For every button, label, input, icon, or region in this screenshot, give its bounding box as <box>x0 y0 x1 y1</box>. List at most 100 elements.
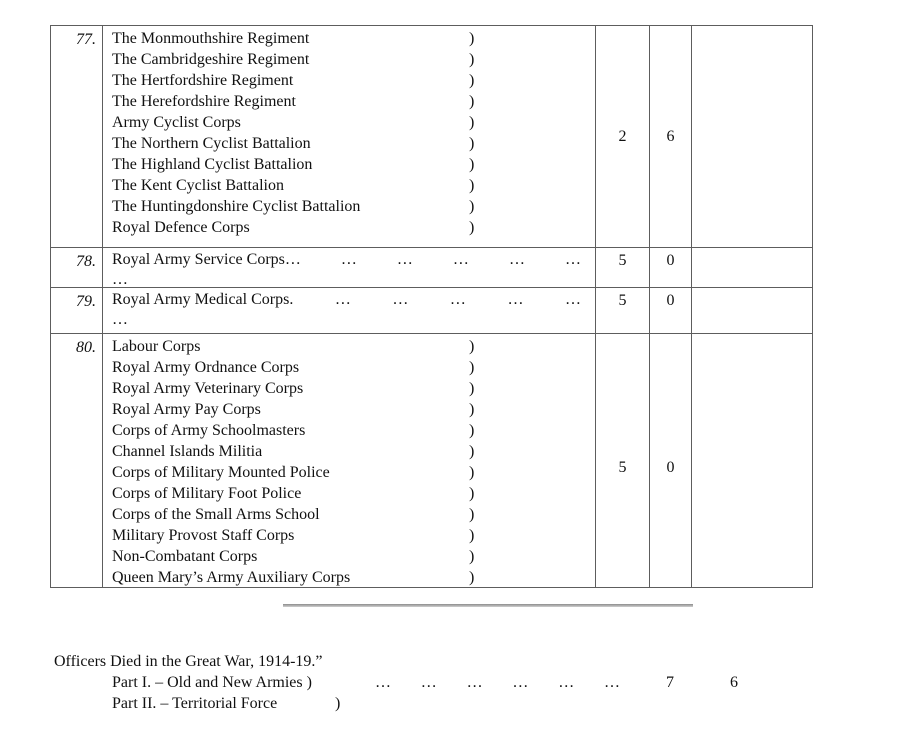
unit-name: Royal Army Service Corps… <box>112 251 301 268</box>
unit-line: Queen Mary’s Army Auxiliary Corps) <box>112 567 587 587</box>
group-brace: ) <box>469 422 475 439</box>
section-divider <box>283 604 693 607</box>
leader-dots: … <box>466 674 483 691</box>
shillings-cell: 2 <box>596 26 650 248</box>
group-brace: ) <box>469 177 475 194</box>
notes-cell <box>692 334 812 587</box>
unit-line: The Monmouthshire Regiment) <box>112 28 587 49</box>
group-brace: ) <box>469 93 475 110</box>
part1-pence: 6 <box>730 674 738 691</box>
unit-name: Military Provost Staff Corps <box>112 527 295 544</box>
group-brace: ) <box>469 569 475 586</box>
group-brace: ) <box>469 30 475 47</box>
unit-line: Royal Army Veterinary Corps) <box>112 378 587 399</box>
shillings-cell: 5 <box>596 288 650 334</box>
price-table: 77. The Monmouthshire Regiment) The Camb… <box>50 25 813 588</box>
unit-name: Royal Defence Corps <box>112 219 250 236</box>
footer-part1-line: Part I. – Old and New Armies ) … … … … …… <box>0 672 900 693</box>
pence-cell: 0 <box>650 248 692 288</box>
unit-name: Channel Islands Militia <box>112 443 263 460</box>
shillings-cell: 5 <box>596 334 650 587</box>
footer-title: Officers Died in the Great War, 1914-19.… <box>54 653 323 670</box>
group-brace: ) <box>469 114 475 131</box>
unit-line: Corps of Military Mounted Police) <box>112 462 587 483</box>
leader-dots: … <box>340 251 357 268</box>
pence-cell: 0 <box>650 334 692 587</box>
part1-shillings: 7 <box>666 674 674 691</box>
unit-name: The Monmouthshire Regiment <box>112 30 310 47</box>
group-brace: ) <box>469 548 475 565</box>
unit-name: Corps of Army Schoolmasters <box>112 422 306 439</box>
unit-list-cell: Royal Army Service Corps… … … … … … … <box>103 248 596 288</box>
group-brace: ) <box>469 443 475 460</box>
footer-part2-line: Part II. – Territorial Force ) <box>0 693 900 714</box>
leader-dots: … <box>392 291 409 308</box>
unit-name: Non-Combatant Corps <box>112 548 258 565</box>
leader-dots: … <box>564 251 581 268</box>
unit-name: Queen Mary’s Army Auxiliary Corps <box>112 569 351 586</box>
unit-line: Military Provost Staff Corps) <box>112 525 587 546</box>
part1-label: Part I. – Old and New Armies ) <box>112 674 312 691</box>
leader-dots: … <box>452 251 469 268</box>
unit-name: Royal Army Medical Corps. <box>112 291 294 308</box>
part2-group-brace: ) <box>335 695 341 712</box>
notes-cell <box>692 288 812 334</box>
group-brace: ) <box>469 527 475 544</box>
group-brace: ) <box>469 485 475 502</box>
group-brace: ) <box>469 506 475 523</box>
leader-wrap-dots: … <box>112 311 128 328</box>
part1-leader-dots: … … … … … … <box>375 672 620 693</box>
group-brace: ) <box>469 219 475 236</box>
leader-line: Royal Army Medical Corps. … … … … … <box>112 290 581 310</box>
group-brace: ) <box>469 198 475 215</box>
entry-number: 80. <box>51 334 103 587</box>
unit-name: Royal Army Pay Corps <box>112 401 261 418</box>
unit-line: The Northern Cyclist Battalion) <box>112 133 587 154</box>
unit-name: Army Cyclist Corps <box>112 114 241 131</box>
unit-line: Channel Islands Militia) <box>112 441 587 462</box>
group-brace: ) <box>469 380 475 397</box>
leader-dots: … <box>603 674 620 691</box>
unit-name: The Huntingdonshire Cyclist Battalion <box>112 198 361 215</box>
group-brace: ) <box>469 156 475 173</box>
unit-line: The Highland Cyclist Battalion) <box>112 154 587 175</box>
entry-number: 78. <box>51 248 103 288</box>
group-brace: ) <box>469 51 475 68</box>
leader-line: Royal Army Service Corps… … … … … … <box>112 250 581 270</box>
entry-number: 77. <box>51 26 103 248</box>
unit-line: The Hertfordshire Regiment) <box>112 70 587 91</box>
unit-name: The Hertfordshire Regiment <box>112 72 294 89</box>
unit-name: Corps of Military Foot Police <box>112 485 302 502</box>
pence-cell: 6 <box>650 26 692 248</box>
leader-dots: … <box>449 291 466 308</box>
unit-line: Royal Army Ordnance Corps) <box>112 357 587 378</box>
leader-dots: … <box>420 674 437 691</box>
unit-name: The Herefordshire Regiment <box>112 93 296 110</box>
unit-list-cell: Royal Army Medical Corps. … … … … … … <box>103 288 596 334</box>
unit-line: Royal Defence Corps) <box>112 217 587 238</box>
leader-dots: … <box>334 291 351 308</box>
unit-name: Corps of Military Mounted Police <box>112 464 330 481</box>
group-brace: ) <box>469 135 475 152</box>
unit-line: Royal Army Pay Corps) <box>112 399 587 420</box>
unit-line: Corps of Army Schoolmasters) <box>112 420 587 441</box>
unit-name: Corps of the Small Arms School <box>112 506 320 523</box>
unit-name: The Highland Cyclist Battalion <box>112 156 313 173</box>
unit-line: Non-Combatant Corps) <box>112 546 587 567</box>
leader-dots: … <box>507 291 524 308</box>
unit-line: The Kent Cyclist Battalion) <box>112 175 587 196</box>
unit-name: Labour Corps <box>112 338 201 355</box>
unit-list-cell: Labour Corps) Royal Army Ordnance Corps)… <box>103 334 596 587</box>
unit-name: The Northern Cyclist Battalion <box>112 135 311 152</box>
group-brace: ) <box>469 359 475 376</box>
group-brace: ) <box>469 464 475 481</box>
unit-line: The Cambridgeshire Regiment) <box>112 49 587 70</box>
group-brace: ) <box>469 338 475 355</box>
entry-number: 79. <box>51 288 103 334</box>
leader-dots: … <box>508 251 525 268</box>
unit-name: The Cambridgeshire Regiment <box>112 51 310 68</box>
pence-cell: 0 <box>650 288 692 334</box>
notes-cell <box>692 248 812 288</box>
unit-name: Royal Army Ordnance Corps <box>112 359 300 376</box>
